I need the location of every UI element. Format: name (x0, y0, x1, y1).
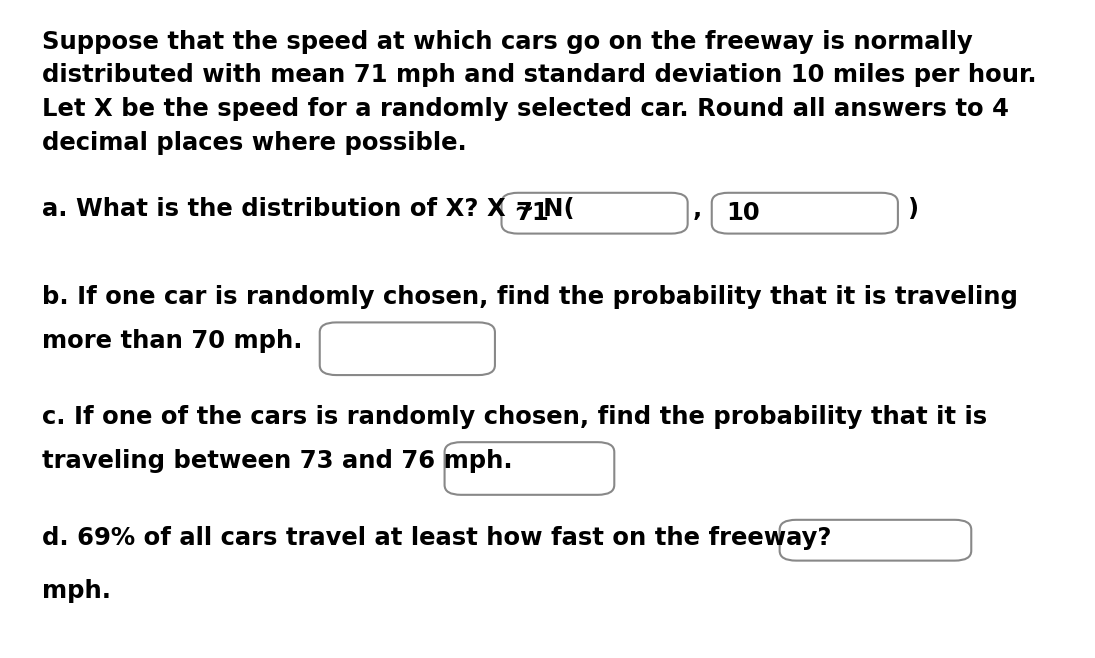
Text: ,: , (693, 197, 702, 221)
Text: traveling between 73 and 76 mph.: traveling between 73 and 76 mph. (42, 449, 512, 472)
Text: 10: 10 (726, 201, 760, 225)
Text: 71: 71 (516, 201, 550, 225)
FancyBboxPatch shape (320, 322, 495, 375)
Text: c. If one of the cars is randomly chosen, find the probability that it is: c. If one of the cars is randomly chosen… (42, 405, 987, 428)
Text: Suppose that the speed at which cars go on the freeway is normally
distributed w: Suppose that the speed at which cars go … (42, 30, 1036, 155)
Text: a. What is the distribution of X? X ∼ N(: a. What is the distribution of X? X ∼ N( (42, 197, 574, 221)
FancyBboxPatch shape (780, 520, 971, 561)
FancyBboxPatch shape (445, 442, 614, 495)
Text: d. 69% of all cars travel at least how fast on the freeway?: d. 69% of all cars travel at least how f… (42, 526, 831, 550)
FancyBboxPatch shape (502, 193, 688, 234)
Text: ): ) (907, 197, 918, 221)
Text: mph.: mph. (42, 579, 111, 603)
Text: more than 70 mph.: more than 70 mph. (42, 329, 302, 353)
Text: b. If one car is randomly chosen, find the probability that it is traveling: b. If one car is randomly chosen, find t… (42, 285, 1017, 309)
FancyBboxPatch shape (712, 193, 898, 234)
